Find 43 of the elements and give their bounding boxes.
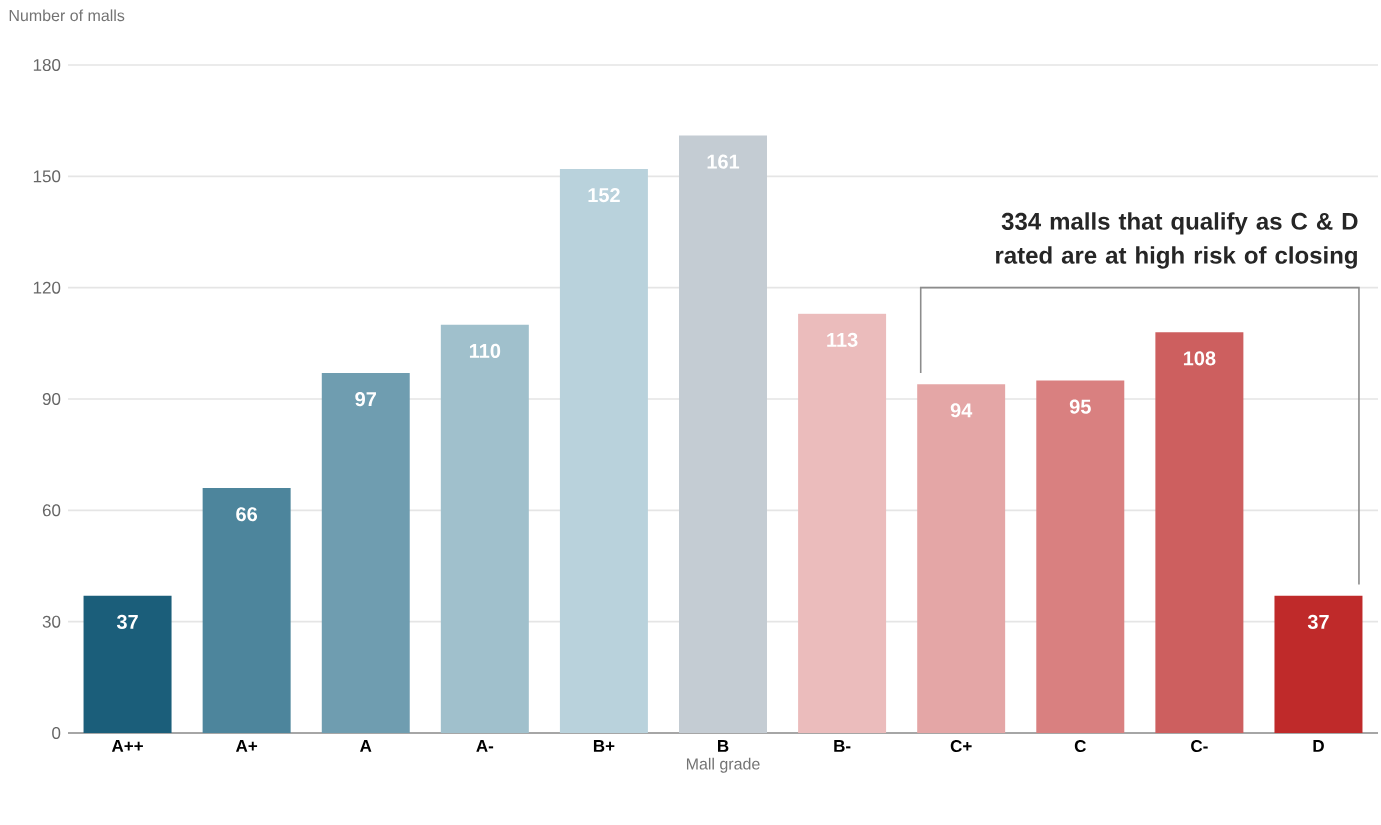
data-label: 66 — [236, 507, 258, 522]
data-label: 108 — [1183, 351, 1216, 366]
bar — [1274, 595, 1363, 733]
x-tick-label: C- — [1191, 740, 1208, 753]
data-label: 37 — [116, 614, 138, 629]
y-tick-label: 150 — [33, 170, 61, 183]
y-axis-title: Number of malls — [9, 9, 125, 22]
y-tick-label: 120 — [33, 281, 61, 294]
bar — [1036, 380, 1125, 733]
data-label: 110 — [469, 343, 501, 358]
data-label: 37 — [1307, 614, 1329, 629]
bar — [679, 135, 768, 733]
x-tick-label: D — [1313, 740, 1324, 752]
x-tick-label: C+ — [950, 740, 972, 753]
bar — [83, 595, 172, 733]
y-tick-label: 0 — [52, 727, 61, 740]
bar — [559, 168, 648, 733]
y-tick-label: 60 — [42, 504, 61, 517]
x-tick-label: B- — [834, 740, 851, 752]
data-label: 161 — [707, 154, 740, 169]
bar — [917, 384, 1006, 733]
x-tick-label: B+ — [593, 740, 615, 752]
x-tick-label: A+ — [235, 740, 258, 752]
data-label: 95 — [1069, 399, 1091, 414]
data-label: 94 — [950, 403, 973, 418]
data-label: 113 — [827, 332, 858, 347]
data-label: 97 — [355, 392, 376, 407]
x-tick-label: A++ — [111, 740, 143, 752]
x-tick-label: C — [1074, 740, 1086, 753]
x-axis-title: Mall grade — [686, 757, 760, 773]
y-tick-label: 90 — [42, 392, 61, 406]
bar — [202, 488, 291, 733]
x-tick-label: A — [360, 740, 372, 752]
data-label: 152 — [588, 187, 620, 203]
annotation: 334 malls that qualify as C & D rated are at high risk of closing — [996, 212, 1358, 269]
bar — [1155, 332, 1244, 733]
bar — [440, 324, 529, 733]
x-tick-label: B — [718, 740, 729, 752]
y-tick-label: 30 — [42, 615, 61, 628]
bar — [321, 373, 410, 733]
x-tick-label: A- — [476, 740, 494, 752]
y-tick-label: 180 — [33, 58, 61, 72]
bar — [798, 313, 887, 733]
